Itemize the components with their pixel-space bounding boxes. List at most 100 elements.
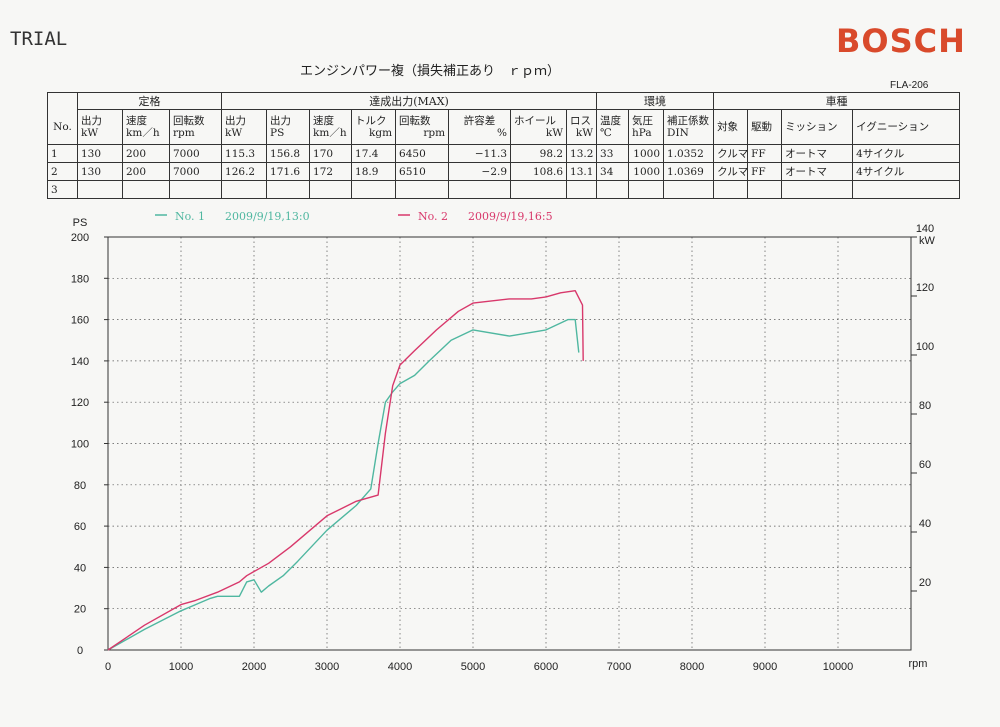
x-tick-label: 7000 [607,661,631,673]
y2-tick-label: 100 [916,341,934,353]
column-header: 許容差% [448,109,512,145]
column-header-label: 気圧 [632,115,654,127]
column-header-label: 駆動 [751,121,773,133]
table-cell: 1000 [628,144,665,163]
y-axis-label: PS [73,217,88,229]
form-code: FLA-206 [890,80,929,91]
column-header-label: ホイール [514,115,557,127]
y-tick-label: 180 [71,273,89,285]
table-cell: 7000 [168,162,223,181]
y-tick-label: 60 [74,521,86,533]
y-tick-label: 160 [71,315,89,327]
table-cell [852,180,961,199]
table-cell: 18.9 [351,162,397,181]
column-header-label: 速度 [313,115,335,127]
column-header: 駆動 [747,109,783,145]
no-column-label: No. [47,109,78,145]
document-code: TRIAL [10,28,68,50]
table-cell: 130 [77,144,123,163]
column-header-label: 出力 [270,115,292,127]
legend-timestamp: 2009/9/19,13:0 [225,210,310,223]
table-cell [168,180,223,199]
spec-table: 定格 達成出力(MAX) 環境 車種 No. 出力 kW 速度 km／h 回転数 rpm 出力… [47,92,961,199]
column-header-label: 速度 [126,115,147,127]
chart-grid [108,236,911,650]
column-header-label: ミッション [785,121,838,133]
table-cell: 6450 [395,144,450,163]
column-header-label: 温度 [600,115,622,127]
column-header-unit: rpm [423,127,446,139]
y-tick-label: 140 [71,356,89,368]
bosch-logo: BOSCH [836,22,966,60]
column-header-unit: kW [225,127,243,139]
column-header-unit: km／h [126,127,160,139]
table-cell: 200 [122,162,170,181]
table-cell: −11.3 [448,144,512,163]
column-header: 出力 kW [77,109,123,145]
column-header-unit: rpm [173,127,195,139]
x-tick-label: 10000 [823,661,854,673]
table-cell: 1.0369 [663,162,715,181]
column-header: トルク kgm [351,109,397,145]
chart-series [107,290,584,651]
column-header-unit: PS [270,127,285,139]
y2-tick-label: 120 [916,282,934,294]
legend-series-name: No. 1 [175,210,205,223]
column-header: イグニーション [852,109,961,145]
column-header-label: 許容差 [463,115,496,127]
legend-series-name: No. 2 [418,210,448,223]
column-header-label: トルク [355,115,387,127]
y-tick-label: 80 [74,480,86,492]
column-header: 対象 [713,109,749,145]
chart-legend: No. 1 2009/9/19,13:0 No. 2 2009/9/19,16:5 [155,210,553,223]
column-header: ミッション [781,109,854,145]
y2-axis-label: kW [919,235,936,247]
column-header: 温度 ℃ [596,109,630,145]
table-cell: 4サイクル [852,162,961,181]
column-header-unit: kW [81,127,99,139]
x-tick-label: 8000 [680,661,704,673]
table-cell: 126.2 [221,162,268,181]
x-tick-label: 4000 [388,661,412,673]
column-header-unit: DIN [667,127,689,139]
legend-timestamp: 2009/9/19,16:5 [468,210,553,223]
table-cell: オートマ [781,144,854,163]
x-tick-label: 5000 [461,661,485,673]
y2-tick-label: 20 [919,577,931,589]
y-tick-label: 100 [71,439,89,451]
report-title: エンジンパワー複（損失補正あり ｒｐｍ） [300,64,561,79]
x-tick-label: 6000 [534,661,558,673]
column-header-label: 対象 [717,121,739,133]
y-tick-label: 0 [77,645,83,657]
x-tick-label: 1000 [169,661,193,673]
x-tick-label: 3000 [315,661,339,673]
table-cell: クルマ [713,144,749,163]
table-row: 3 [47,180,961,199]
column-header-label: 補正係数 [667,115,710,127]
y2-tick-label: 60 [919,459,931,471]
column-header-label: 出力 [225,115,247,127]
column-header: 速度 km／h [122,109,170,145]
column-header: 回転数 rpm [168,109,223,145]
column-header-label: 回転数 [173,115,205,127]
column-header: ホイール kW [510,109,568,145]
column-header-label: 出力 [81,115,102,127]
column-header-unit: kgm [368,127,393,139]
x-tick-label: 2000 [242,661,266,673]
table-cell: 17.4 [351,144,397,163]
column-header-unit: % [497,127,508,139]
column-header-unit: ℃ [600,127,612,139]
table-cell: 156.8 [266,144,311,163]
y2-tick-label: 80 [919,400,931,412]
y-tick-label: 20 [74,604,86,616]
table-cell: 7000 [168,144,223,163]
y2-tick-label: 140 [916,223,934,235]
series-line-1 [107,318,580,651]
column-header-label: ロス [570,115,592,127]
y-tick-label: 120 [71,397,89,409]
column-header-label: 回転数 [399,115,431,127]
table-cell: 13.1 [566,162,598,181]
x-tick-label: 0 [105,661,111,673]
x-tick-label: 9000 [753,661,777,673]
